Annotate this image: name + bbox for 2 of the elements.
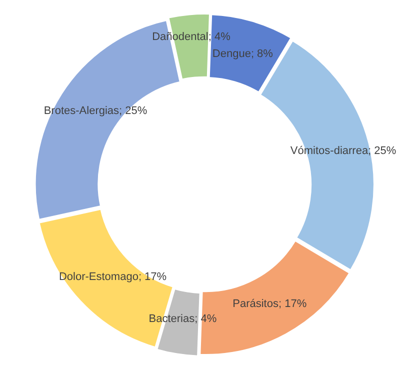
slice-label: Dengue; 8% xyxy=(212,46,273,62)
slice-label: Parásitos; 17% xyxy=(232,296,307,312)
